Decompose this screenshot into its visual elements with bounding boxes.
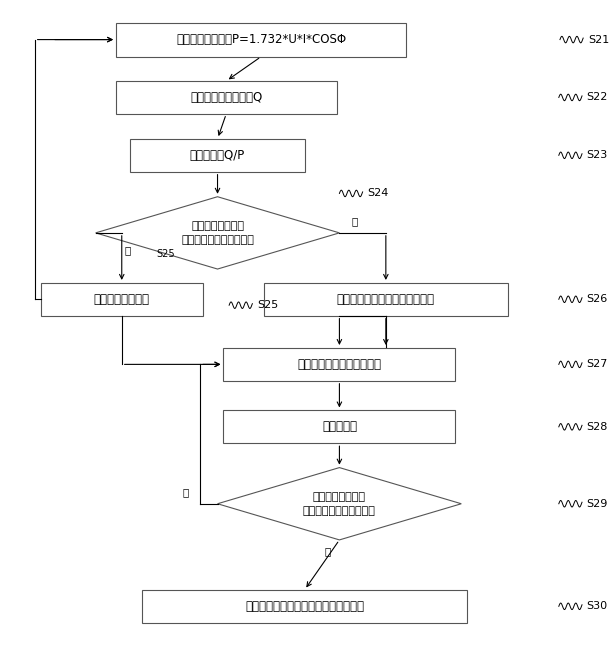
Text: 将喷淋结构的水流量调回上一次的流量: 将喷淋结构的水流量调回上一次的流量 [245, 600, 364, 613]
Bar [116, 81, 337, 114]
Text: 计算机组实时功率P=1.732*U*I*COSΦ: 计算机组实时功率P=1.732*U*I*COSΦ [176, 33, 346, 46]
Text: S23: S23 [587, 151, 608, 160]
Text: 将风机转速调回到上一次的转速: 将风机转速调回到上一次的转速 [337, 293, 435, 306]
Text: 是: 是 [125, 245, 131, 255]
Text: 否: 否 [324, 546, 331, 556]
Text: S21: S21 [588, 34, 609, 44]
Polygon shape [96, 197, 340, 269]
Text: 计算机组的实时能力Q: 计算机组的实时能力Q [190, 91, 262, 104]
Text: S30: S30 [587, 601, 608, 611]
Text: 本次计算的能效比
大于上一次计算的能效比: 本次计算的能效比 大于上一次计算的能效比 [303, 492, 376, 516]
Text: 是: 是 [182, 487, 189, 497]
Text: S27: S27 [587, 359, 608, 369]
Text: 计算能效比: 计算能效比 [322, 420, 357, 434]
Text: 计算能效比Q/P: 计算能效比Q/P [190, 149, 245, 162]
Bar [40, 283, 203, 316]
Bar [224, 348, 455, 381]
Bar [224, 410, 455, 444]
Polygon shape [218, 467, 461, 540]
Text: S25: S25 [156, 249, 175, 259]
Text: S26: S26 [587, 294, 608, 304]
Text: 调节风机转速增大: 调节风机转速增大 [93, 293, 150, 306]
Bar [116, 23, 406, 57]
Text: S22: S22 [587, 92, 608, 103]
Bar [131, 139, 305, 172]
Text: 否: 否 [351, 216, 357, 226]
Text: S28: S28 [587, 422, 608, 432]
Bar [142, 590, 467, 623]
Bar [264, 283, 508, 316]
Text: S29: S29 [587, 499, 608, 509]
Text: S24: S24 [367, 188, 389, 198]
Text: 本次计算的能效比
大于上一次计算的能效比: 本次计算的能效比 大于上一次计算的能效比 [181, 221, 254, 245]
Text: 调节喷淋结构的水流量增大: 调节喷淋结构的水流量增大 [298, 358, 381, 371]
Text: S25: S25 [257, 300, 278, 310]
